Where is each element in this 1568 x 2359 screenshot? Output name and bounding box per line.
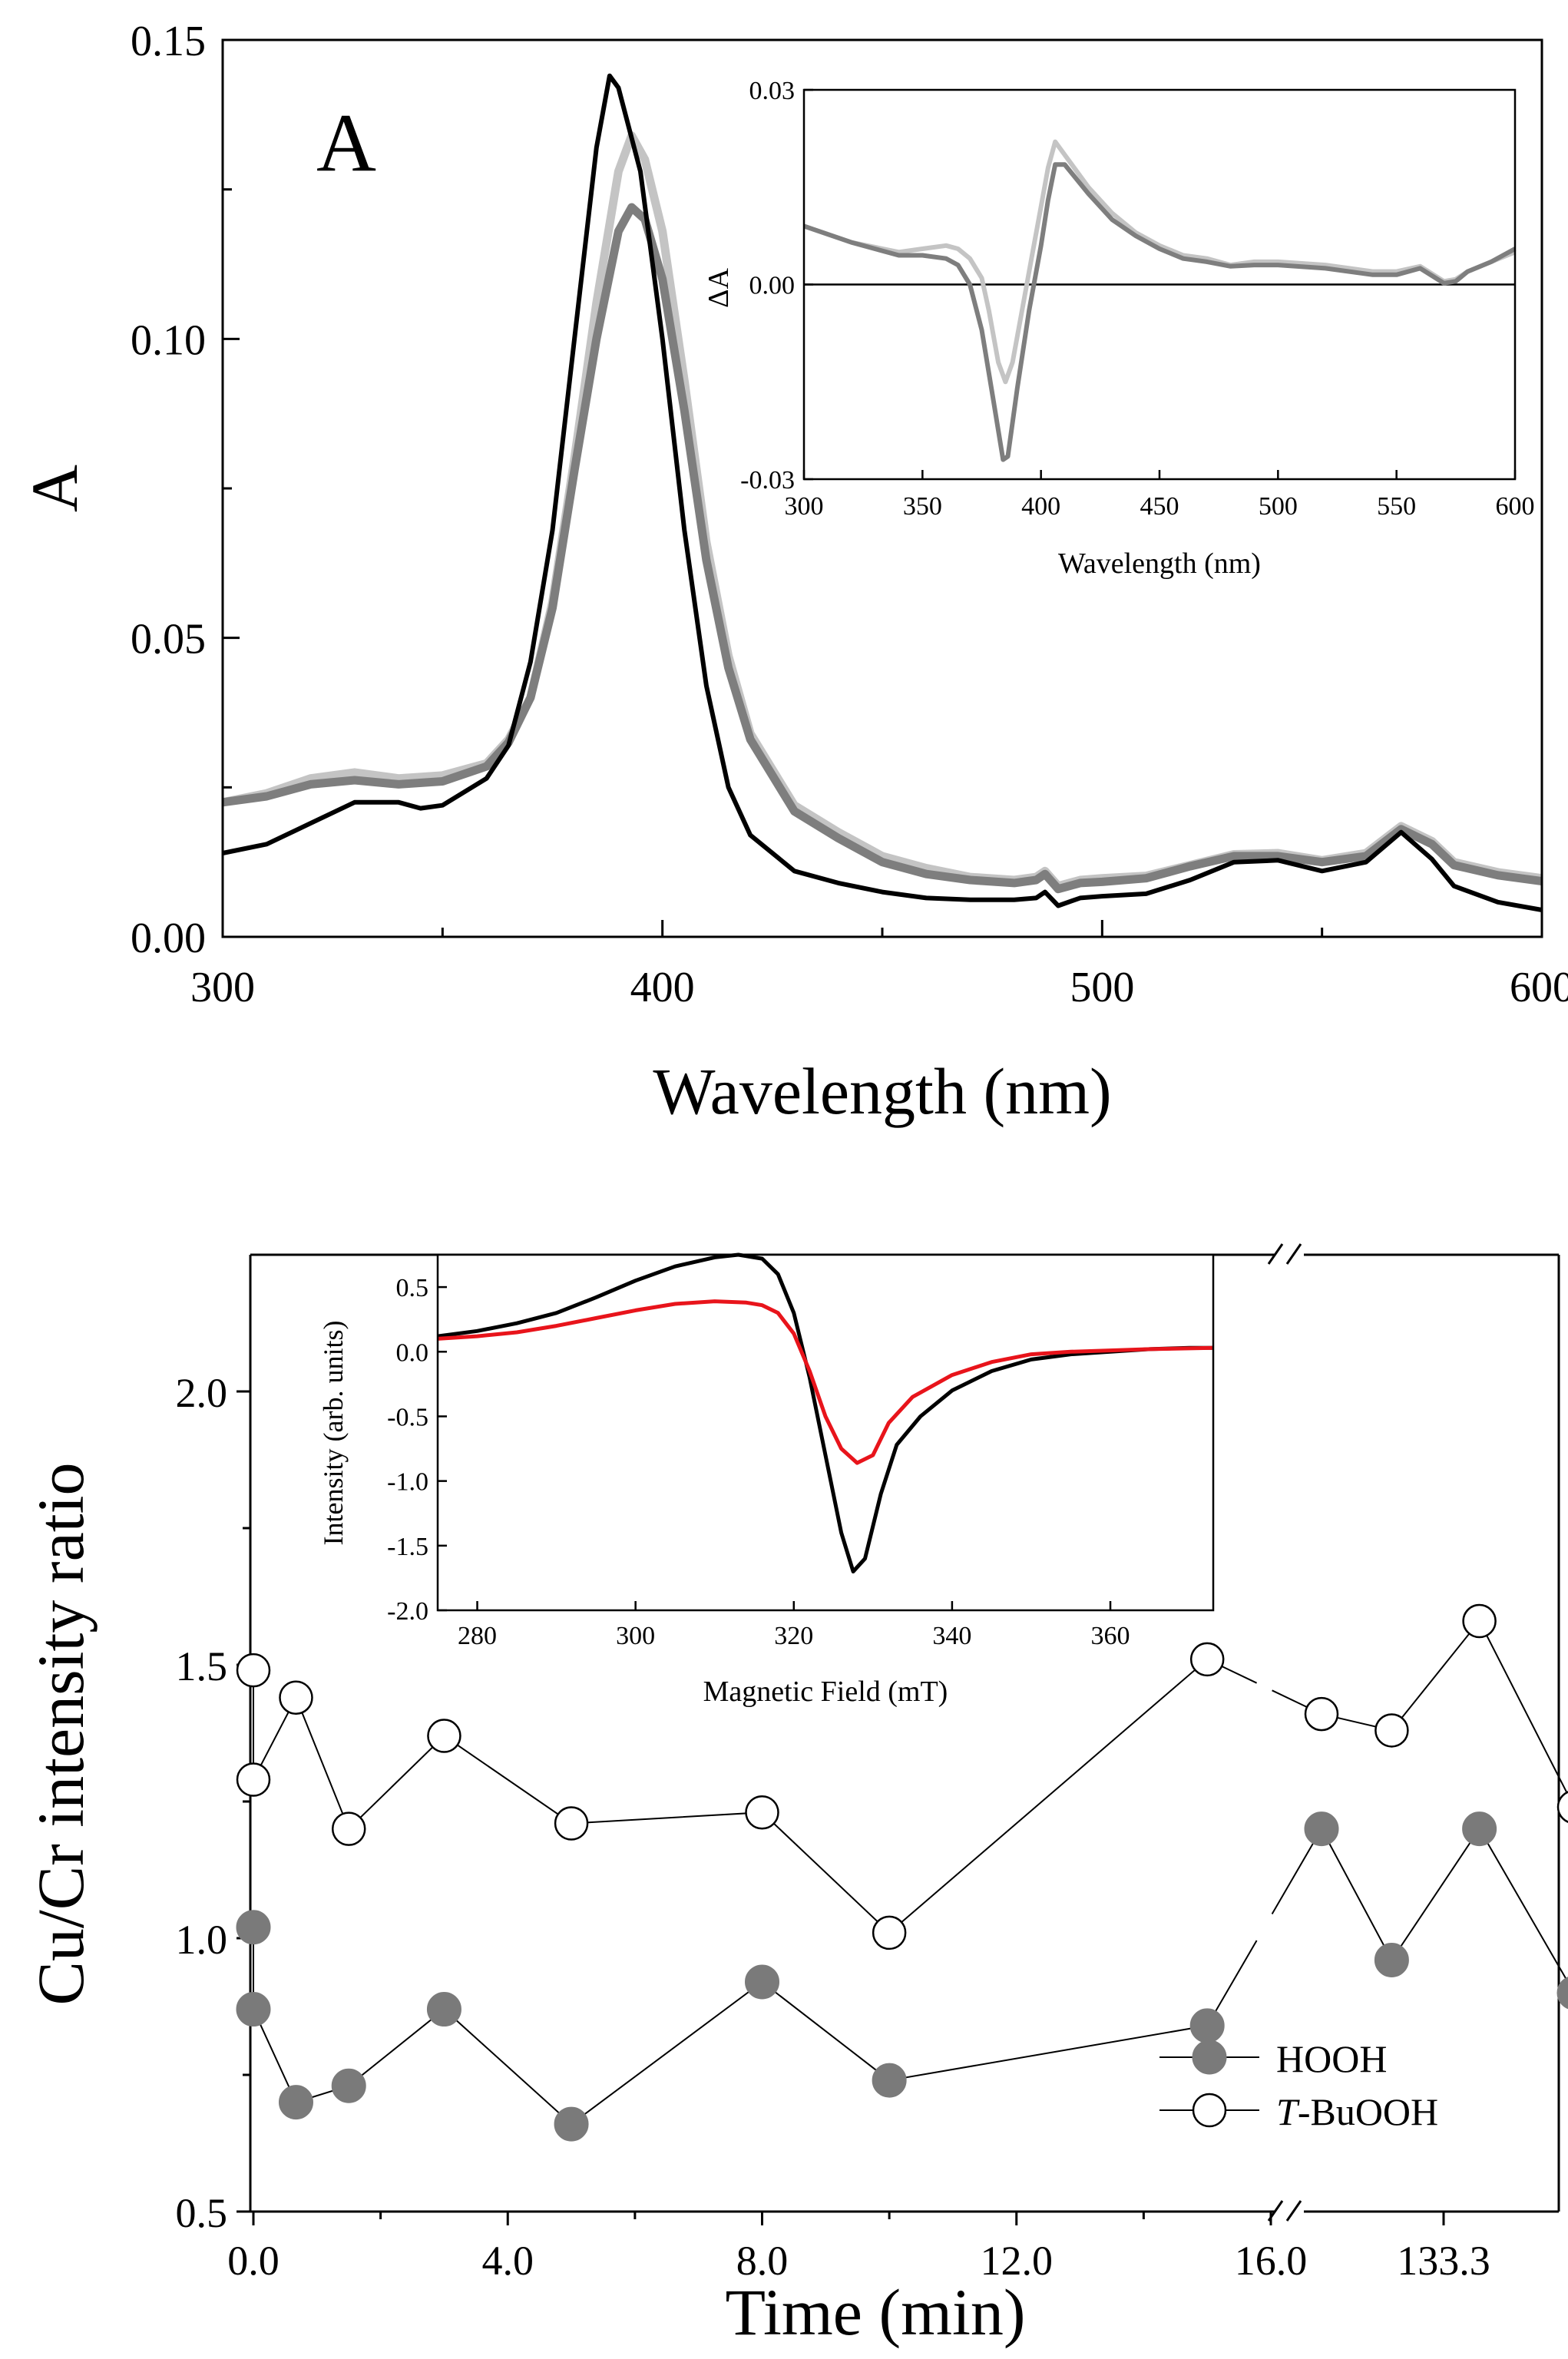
panel-b-inset: 280 300 320 340 360 0.5 0.0 -0.5 -1.0 -1.5 -2.0 Mag…: [318, 1252, 1215, 1708]
x-tick-label: 4.0: [482, 2238, 534, 2284]
series-line-HOOH: [253, 1927, 1258, 2126]
x-tick-label: 600: [1510, 964, 1568, 1011]
legend-label-italic-t: T: [1276, 2090, 1300, 2133]
marker-t-buooh: [1304, 1696, 1339, 1732]
inset-x-tick-label: 300: [616, 1622, 655, 1650]
y-tick-label: 0.5: [176, 2190, 228, 2236]
series-line-mid: [222, 203, 1543, 894]
marker-t-buooh: [872, 1915, 907, 1950]
marker-t-buooh: [236, 1653, 271, 1688]
inset-y-tick-label: -1.0: [387, 1468, 428, 1497]
panel-a: 300 400 500 600 0.00 0.05 0.10 0.15 Wavelength (…: [18, 18, 1568, 1128]
legend-label-hooh: HOOH: [1276, 2037, 1387, 2080]
marker-t-buooh: [236, 1762, 271, 1797]
x-tick-label: 0.0: [227, 2238, 280, 2284]
marker-t-buooh: [1374, 1713, 1409, 1748]
marker-t-buooh: [554, 1806, 589, 1841]
inset-y-tick-label: 0.5: [396, 1274, 429, 1302]
axis-break-mark-top: [1285, 1243, 1302, 1265]
legend-label-rest: -BuOOH: [1298, 2090, 1438, 2133]
inset-series-line-red: [437, 1299, 1214, 1465]
inset-x-tick-label: 550: [1377, 492, 1416, 521]
inset-series-line-light: [803, 139, 1517, 385]
y-axis-title: Cu/Cr intensity ratio: [24, 1462, 98, 2005]
panel-a-inset: 300 350 400 450 500 550 600 -0.03 0.00 0.03 Wavele…: [703, 77, 1535, 580]
axis-break-mark-top: [1267, 1243, 1284, 1265]
marker-hooh: [278, 2085, 313, 2120]
x-tick-label: 500: [1070, 964, 1134, 1011]
y-tick-label: 2.0: [176, 1370, 228, 1416]
x-axis-title: Time (min): [725, 2275, 1025, 2349]
y-tick-label: 0.10: [131, 316, 206, 364]
x-tick-label: 300: [190, 964, 255, 1011]
marker-hooh: [1189, 2008, 1225, 2043]
axis-break-mark-bottom: [1285, 2200, 1302, 2222]
marker-t-buooh: [1462, 1603, 1497, 1639]
inset-x-tick-label: 300: [785, 492, 824, 521]
series-line-black: [222, 73, 1543, 912]
inset-series-line-black: [437, 1252, 1213, 1573]
y-axis-title: A: [18, 465, 91, 512]
inset-y-tick-label: 0.0: [396, 1338, 429, 1367]
marker-hooh: [426, 1992, 461, 2027]
marker-hooh: [745, 1964, 779, 2000]
marker-t-buooh: [1189, 1642, 1225, 1677]
inset-x-tick-label: 500: [1259, 492, 1298, 521]
y-tick-label: 0.00: [131, 915, 206, 962]
inset-x-tick-label: 350: [903, 492, 942, 521]
legend-label-t-buooh: T-BuOOH: [1276, 2090, 1438, 2133]
series-line-T-BuOOH: [253, 1658, 1258, 1934]
marker-hooh: [1304, 1811, 1339, 1847]
inset-y-axis-title: ΔA: [703, 268, 735, 308]
inset-frame: [436, 1253, 1215, 1612]
inset-y-tick-label: -1.5: [387, 1533, 428, 1561]
panel-b: 0.0 4.0 8.0 12.0 16.0 133.3 0.5 1.0 1.5 2.0 Time (…: [24, 1243, 1568, 2349]
inset-x-axis-title: Magnetic Field (mT): [703, 1676, 948, 1708]
inset-x-tick-label: 400: [1021, 492, 1060, 521]
inset-background: [438, 1255, 1213, 1610]
marker-t-buooh: [745, 1795, 779, 1830]
inset-series-line-mid: [803, 162, 1517, 462]
marker-hooh: [1556, 1977, 1568, 2010]
inset-y-tick-label: 0.00: [749, 272, 796, 300]
inset-y-tick-label: -0.03: [740, 466, 795, 495]
marker-hooh: [331, 2068, 366, 2103]
inset-y-tick-label: 0.03: [749, 77, 796, 105]
y-tick-label: 1.0: [176, 1917, 228, 1963]
x-tick-label: 8.0: [736, 2238, 789, 2284]
legend-marker-t-buooh: [1192, 2093, 1227, 2128]
inset-x-tick-label: 360: [1091, 1622, 1130, 1650]
inset-y-tick-label: -2.0: [387, 1597, 428, 1626]
inset-y-tick-label: -0.5: [387, 1403, 428, 1431]
marker-hooh: [236, 1992, 271, 2027]
marker-hooh: [1462, 1811, 1497, 1847]
marker-t-buooh: [331, 1811, 366, 1846]
marker-hooh: [872, 2063, 907, 2098]
inset-y-axis-title: Intensity (arb. units): [318, 1321, 349, 1546]
legend-marker-hooh: [1192, 2040, 1227, 2075]
marker-hooh: [554, 2106, 589, 2142]
inset-x-tick-label: 320: [774, 1622, 813, 1650]
inset-x-axis-title: Wavelength (nm): [1058, 548, 1261, 580]
inset-x-tick-label: 450: [1140, 492, 1179, 521]
marker-t-buooh: [427, 1719, 461, 1753]
x-tick-label: 133.3: [1397, 2238, 1490, 2284]
x-tick-label: 16.0: [1235, 2238, 1308, 2284]
marker-t-buooh: [1556, 1791, 1568, 1823]
marker-hooh: [1374, 1942, 1409, 1977]
marker-hooh: [236, 1910, 271, 1945]
y-tick-label: 0.05: [131, 616, 206, 663]
panel-label: A: [316, 98, 376, 189]
y-tick-label: 0.15: [131, 18, 206, 65]
y-tick-label: 1.5: [176, 1643, 228, 1689]
inset-x-tick-label: 340: [932, 1622, 971, 1650]
inset-x-tick-label: 600: [1496, 492, 1535, 521]
inset-x-tick-label: 280: [458, 1622, 497, 1650]
x-tick-label: 400: [630, 964, 695, 1011]
x-tick-label: 12.0: [981, 2238, 1054, 2284]
x-axis-title: Wavelength (nm): [653, 1054, 1111, 1128]
marker-t-buooh: [279, 1680, 313, 1715]
